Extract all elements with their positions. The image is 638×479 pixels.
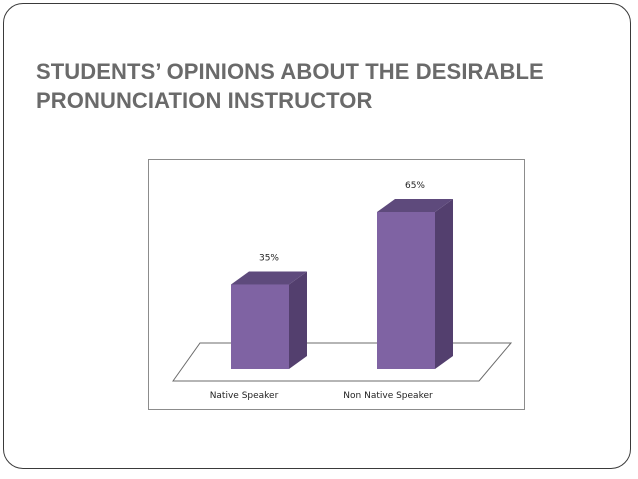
chart-floor [172,342,513,382]
bar-top-0 [231,271,307,285]
labels-layer: 35% Native Speaker 65% Non Native Speaker [210,181,433,401]
data-label-0: 35% [259,253,279,263]
slide-title: STUDENTS’ OPINIONS ABOUT THE DESIRABLE P… [36,59,544,113]
chart-area: 35% Native Speaker 65% Non Native Speaker [148,159,525,410]
bars-layer [231,199,453,369]
tick-label-1: Non Native Speaker [343,391,433,401]
bar-chart: 35% Native Speaker 65% Non Native Speaker [172,181,513,401]
bar-top-1 [377,199,453,212]
bar-side-0 [289,271,307,369]
data-label-1: 65% [405,181,425,191]
bar-0 [231,284,289,369]
tick-label-0: Native Speaker [210,391,279,401]
bar-1 [377,212,435,369]
bar-side-1 [435,199,453,369]
